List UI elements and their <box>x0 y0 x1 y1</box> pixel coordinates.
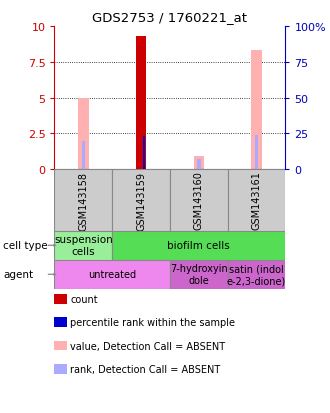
Bar <box>170 260 228 289</box>
Bar <box>255 135 258 170</box>
Text: suspension
cells: suspension cells <box>54 235 113 256</box>
Text: GSM143160: GSM143160 <box>194 171 204 230</box>
Text: GSM143158: GSM143158 <box>78 171 88 230</box>
Bar <box>228 260 285 289</box>
Text: 7-hydroxyin
dole: 7-hydroxyin dole <box>170 264 228 285</box>
Bar <box>54 170 112 231</box>
Text: percentile rank within the sample: percentile rank within the sample <box>70 318 235 328</box>
Bar <box>139 37 143 170</box>
Bar <box>136 37 146 170</box>
Bar <box>197 159 201 170</box>
Text: satin (indol
e-2,3-dione): satin (indol e-2,3-dione) <box>227 264 286 285</box>
Text: count: count <box>70 294 98 304</box>
Bar <box>143 137 145 170</box>
Text: cell type: cell type <box>3 241 48 251</box>
Bar <box>228 170 285 231</box>
Text: GSM143161: GSM143161 <box>251 171 262 230</box>
Bar <box>78 98 88 170</box>
Bar <box>194 157 204 170</box>
Text: agent: agent <box>3 270 33 280</box>
Title: GDS2753 / 1760221_at: GDS2753 / 1760221_at <box>92 11 248 24</box>
Bar <box>54 260 170 289</box>
Text: rank, Detection Call = ABSENT: rank, Detection Call = ABSENT <box>70 364 220 374</box>
Bar <box>139 137 143 170</box>
Text: value, Detection Call = ABSENT: value, Detection Call = ABSENT <box>70 341 225 351</box>
Bar <box>112 170 170 231</box>
Bar <box>251 51 262 170</box>
Bar <box>170 170 228 231</box>
Bar <box>112 231 285 260</box>
Bar <box>54 231 112 260</box>
Text: biofilm cells: biofilm cells <box>167 241 230 251</box>
Text: untreated: untreated <box>88 270 136 280</box>
Text: GSM143159: GSM143159 <box>136 171 146 230</box>
Bar <box>82 141 85 170</box>
